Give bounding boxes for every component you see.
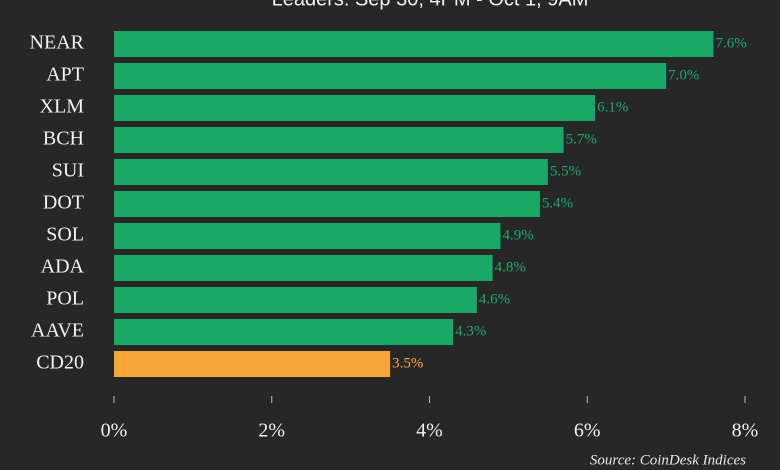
bar — [114, 351, 391, 377]
bar — [114, 287, 477, 313]
x-tick-label: 4% — [416, 420, 443, 442]
chart-title: Leaders: Sep 30, 4PM - Oct 1, 9AM — [272, 0, 589, 10]
y-tick-label: CD20 — [36, 352, 84, 374]
x-tick-label: 0% — [101, 420, 128, 442]
y-tick-label: AAVE — [31, 320, 84, 342]
bar — [114, 31, 714, 57]
value-label: 6.1% — [597, 99, 628, 115]
y-tick-label: APT — [46, 64, 84, 86]
bar — [114, 255, 493, 281]
y-tick-label: BCH — [43, 128, 84, 150]
value-label: 7.6% — [715, 35, 746, 51]
bar — [114, 223, 501, 249]
y-tick-label: NEAR — [30, 32, 85, 54]
x-tick-label: 2% — [258, 420, 285, 442]
y-tick-label: SOL — [46, 224, 84, 246]
value-label: 4.9% — [502, 227, 533, 243]
y-tick-label: POL — [46, 288, 84, 310]
y-tick-label: ADA — [41, 256, 85, 278]
value-label: 4.3% — [455, 323, 486, 339]
y-tick-label: SUI — [52, 160, 84, 182]
value-label: 4.8% — [495, 259, 526, 275]
value-label: 5.5% — [550, 163, 581, 179]
y-tick-label: XLM — [40, 96, 85, 118]
bar — [114, 191, 540, 217]
bar — [114, 319, 454, 345]
source: Source: CoinDesk Indices — [590, 452, 746, 468]
bar — [114, 127, 564, 153]
value-label: 4.6% — [479, 291, 510, 307]
y-tick-label: DOT — [43, 192, 84, 214]
bar — [114, 95, 596, 121]
x-tick-label: 6% — [574, 420, 601, 442]
bar — [114, 63, 667, 89]
bar — [114, 159, 548, 185]
value-label: 5.4% — [542, 195, 573, 211]
value-label: 7.0% — [668, 67, 699, 83]
value-label: 3.5% — [392, 355, 423, 371]
x-tick-label: 8% — [732, 420, 759, 442]
value-label: 5.7% — [566, 131, 597, 147]
